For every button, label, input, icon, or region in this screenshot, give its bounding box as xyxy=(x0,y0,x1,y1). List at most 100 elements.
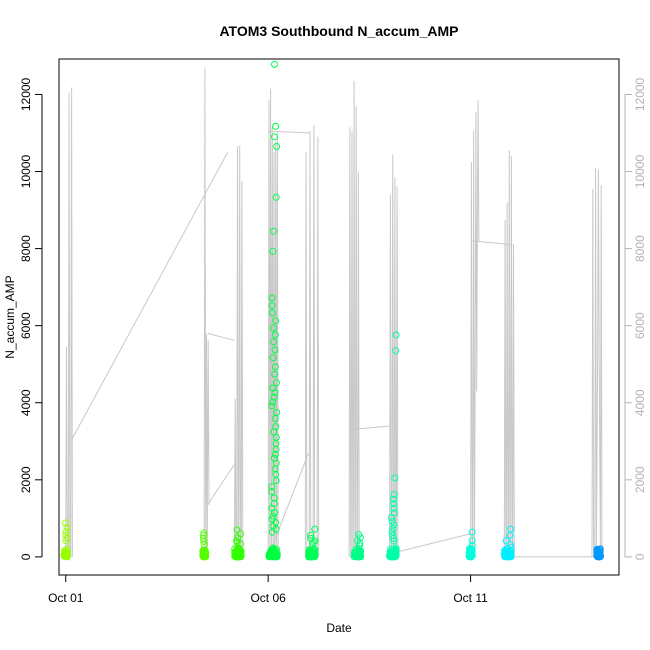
series-line-connector xyxy=(207,332,235,341)
data-point xyxy=(200,541,208,549)
data-point xyxy=(309,540,317,548)
series-line-burst xyxy=(503,150,515,558)
series-line-burst xyxy=(591,167,603,558)
data-point xyxy=(271,389,279,397)
data-point xyxy=(62,547,70,555)
data-point xyxy=(507,543,515,551)
data-point xyxy=(272,193,280,201)
series-line-connector xyxy=(472,240,513,246)
axes: 0 2000 4000 6000 8000 10000 12000 0 2000 4000 6000… xyxy=(19,77,647,605)
right-y-tick-label: 6000 xyxy=(633,312,647,339)
data-point xyxy=(271,465,279,473)
data-point xyxy=(305,551,313,559)
data-point xyxy=(63,524,71,532)
data-point xyxy=(273,379,280,387)
data-point xyxy=(271,370,279,378)
right-y-tick-label: 12000 xyxy=(633,77,647,111)
data-point xyxy=(307,531,315,539)
data-point xyxy=(237,540,244,548)
data-point xyxy=(201,552,209,559)
data-point xyxy=(236,548,244,556)
data-point xyxy=(311,525,319,533)
data-point xyxy=(269,324,277,332)
data-point xyxy=(507,553,515,561)
data-point xyxy=(309,552,317,560)
data-point xyxy=(201,551,209,559)
x-tick-label: Oct 06 xyxy=(250,591,286,605)
data-point xyxy=(268,488,276,496)
series-line-connector xyxy=(267,452,310,558)
series-points-layer xyxy=(60,60,604,561)
data-point xyxy=(390,537,398,545)
right-y-tick-label: 8000 xyxy=(633,235,647,262)
data-point xyxy=(271,331,279,339)
series-line-burst xyxy=(348,80,360,558)
data-point xyxy=(389,534,397,542)
data-point xyxy=(272,317,280,325)
series-line-burst xyxy=(470,100,480,558)
plot-frame xyxy=(58,58,620,576)
data-point xyxy=(270,133,278,141)
data-point xyxy=(233,538,241,546)
data-point xyxy=(392,331,400,339)
data-point xyxy=(390,500,398,508)
data-point xyxy=(200,538,208,545)
data-point xyxy=(468,528,476,536)
y-tick-label: 12000 xyxy=(19,77,33,111)
data-point xyxy=(62,519,69,527)
data-point xyxy=(269,512,277,520)
data-point xyxy=(596,550,603,558)
y-tick-label: 4000 xyxy=(19,389,33,416)
series-line-connector xyxy=(392,533,471,554)
data-point xyxy=(386,553,394,561)
y-tick-label: 2000 xyxy=(19,466,33,493)
right-y-tick-label: 2000 xyxy=(633,466,647,493)
data-point xyxy=(388,528,396,536)
data-point xyxy=(268,402,276,410)
data-point xyxy=(468,537,476,545)
data-point xyxy=(272,445,280,453)
data-point xyxy=(390,521,398,529)
data-point xyxy=(268,294,276,302)
data-point xyxy=(271,60,278,68)
data-point xyxy=(272,122,280,130)
data-point xyxy=(272,552,280,560)
data-point xyxy=(269,247,277,255)
data-point xyxy=(391,474,399,482)
data-point xyxy=(271,363,279,371)
data-point xyxy=(233,526,241,534)
data-point xyxy=(200,529,208,537)
y-tick-label: 10000 xyxy=(19,155,33,189)
data-point xyxy=(271,509,278,517)
data-point xyxy=(270,227,278,235)
data-point xyxy=(270,393,278,401)
chart-title: ATOM3 Southbound N_accum_AMP xyxy=(219,23,458,39)
data-point xyxy=(62,537,70,545)
y-tick-label: 8000 xyxy=(19,235,33,262)
data-point xyxy=(62,528,70,536)
data-point xyxy=(392,347,400,355)
series-line-connector xyxy=(70,152,229,442)
data-point xyxy=(270,338,278,346)
data-point xyxy=(269,354,277,362)
data-point xyxy=(235,552,243,559)
data-point xyxy=(234,534,242,542)
data-point xyxy=(389,524,397,532)
right-y-tick-label: 10000 xyxy=(633,155,647,189)
data-point xyxy=(271,346,279,354)
data-point xyxy=(354,546,362,554)
series-line-layer xyxy=(65,67,603,558)
x-tick-label: Oct 11 xyxy=(453,591,488,605)
data-point xyxy=(502,548,509,556)
series-line-connector xyxy=(349,425,392,431)
y-tick-label: 0 xyxy=(19,553,33,560)
data-point xyxy=(272,477,280,485)
data-point xyxy=(271,415,279,422)
data-point xyxy=(268,528,276,536)
series-line-connector xyxy=(268,130,311,134)
data-point xyxy=(594,549,602,557)
data-point xyxy=(310,538,318,546)
data-point xyxy=(356,541,363,549)
data-point xyxy=(390,491,398,498)
